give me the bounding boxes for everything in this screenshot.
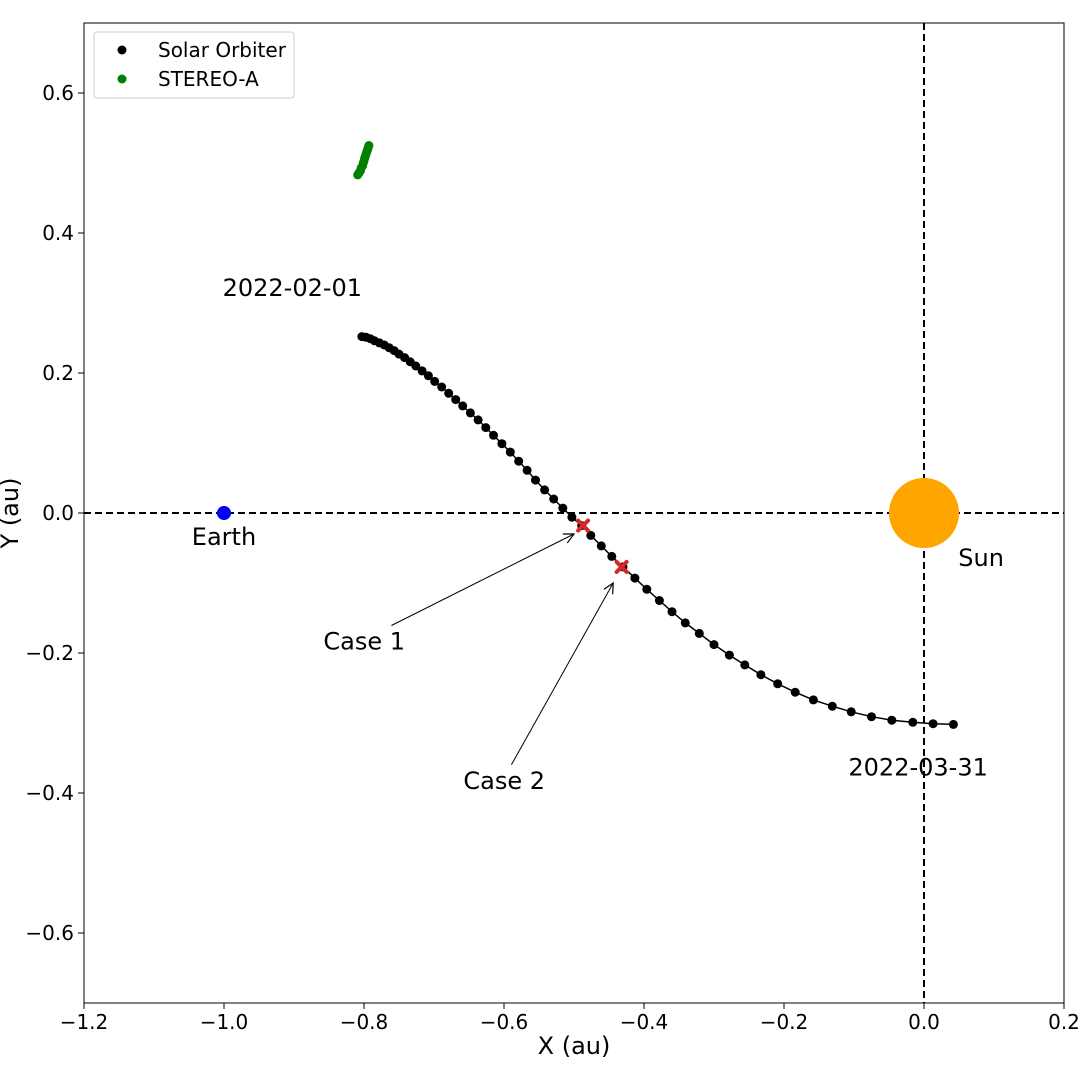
- solar-orbiter-point: [908, 717, 918, 727]
- solar-orbiter-point: [567, 512, 577, 522]
- solar-orbiter-point: [473, 415, 483, 425]
- solar-orbiter-point: [773, 679, 783, 689]
- y-axis-label: Y (au): [0, 478, 24, 550]
- solar-orbiter-point: [465, 408, 475, 418]
- solar-orbiter-point: [411, 361, 421, 371]
- solar-orbiter-point: [417, 366, 427, 376]
- solar-orbiter-point: [423, 371, 433, 381]
- legend-marker: [117, 74, 127, 84]
- solar-orbiter-point: [887, 715, 897, 725]
- annotation-label: Earth: [192, 523, 256, 551]
- solar-orbiter-point: [586, 530, 596, 540]
- x-tick-label: −0.8: [340, 1010, 389, 1034]
- sun-marker: [889, 478, 959, 548]
- solar-orbiter-point: [654, 596, 664, 605]
- y-tick-label: −0.2: [25, 641, 74, 665]
- stereo-a-point: [364, 141, 374, 150]
- annotation-label: 2022-03-31: [848, 754, 987, 782]
- solar-orbiter-point: [558, 503, 568, 513]
- solar-orbiter-point: [444, 388, 454, 398]
- x-tick-label: −1.2: [60, 1010, 109, 1034]
- y-tick-label: −0.4: [25, 781, 74, 805]
- annotation-label: Case 1: [323, 628, 405, 656]
- solar-orbiter-point: [756, 670, 766, 680]
- solar-orbiter-point: [596, 541, 606, 551]
- annotation-arrow: [391, 534, 574, 626]
- solar-orbiter-point: [430, 376, 440, 386]
- plot-area: 2022-02-01 2022-03-31 Earth Sun Case 1 Case 2: [84, 23, 1064, 1003]
- solar-orbiter-point: [948, 719, 958, 729]
- solar-orbiter-point: [451, 395, 461, 405]
- legend-marker: [117, 45, 127, 55]
- solar-orbiter-point: [667, 607, 677, 617]
- solar-orbiter-point: [497, 439, 507, 449]
- solar-orbiter-point: [522, 465, 532, 475]
- legend: Solar Orbiter STEREO-A: [93, 31, 295, 99]
- solar-orbiter-point: [607, 551, 617, 561]
- y-tick-label: 0.0: [42, 501, 74, 525]
- solar-orbiter-point: [458, 401, 468, 411]
- solar-orbiter-point: [481, 423, 491, 433]
- solar-orbiter-point: [630, 573, 640, 583]
- x-tick-label: −1.0: [200, 1010, 249, 1034]
- x-tick-label: −0.6: [480, 1010, 529, 1034]
- earth-marker: [217, 506, 231, 520]
- x-tick-label: 0.2: [1048, 1010, 1080, 1034]
- legend-entry-label: STEREO-A: [158, 67, 259, 91]
- case-1-marker: [576, 518, 591, 533]
- y-tick-label: 0.4: [42, 221, 74, 245]
- y-tick-label: −0.6: [25, 921, 74, 945]
- x-tick-label: −0.2: [760, 1010, 809, 1034]
- x-tick-label: 0.0: [908, 1010, 940, 1034]
- case-marker-stroke: [614, 559, 629, 574]
- annotation-label: Case 2: [463, 767, 545, 795]
- y-tick-label: 0.2: [42, 361, 74, 385]
- solar-orbiter-point: [531, 475, 540, 485]
- x-tick-label: −0.4: [620, 1010, 669, 1034]
- solar-orbiter-point: [549, 494, 559, 504]
- solar-orbiter-point: [724, 650, 734, 660]
- solar-orbiter-point: [505, 447, 515, 457]
- case-marker-stroke: [576, 518, 591, 533]
- x-axis-label: X (au): [538, 1032, 611, 1060]
- legend-entry-label: Solar Orbiter: [158, 38, 287, 62]
- solar-orbiter-point: [867, 712, 876, 722]
- solar-orbiter-point: [928, 719, 938, 729]
- solar-orbiter-point: [489, 430, 498, 440]
- solar-orbiter-point: [680, 618, 690, 628]
- annotation-label: 2022-02-01: [223, 274, 362, 302]
- solar-orbiter-point: [808, 695, 818, 705]
- legend-box: [93, 31, 295, 99]
- annotation-arrow: [510, 583, 613, 766]
- y-tick-label: 0.6: [42, 81, 74, 105]
- solar-orbiter-point: [437, 382, 447, 392]
- solar-orbiter-point: [514, 456, 524, 466]
- solar-orbiter-point: [709, 640, 719, 650]
- axes: −1.2 −1.0 −0.8 −0.6 −0.4 −0.2 0.0 0.2 −0.6 −0.4 −0…: [25, 81, 1079, 1034]
- annotation-label: Sun: [958, 544, 1004, 572]
- case-2-marker: [614, 559, 629, 574]
- solar-orbiter-point: [846, 707, 856, 717]
- solar-orbiter-point: [694, 628, 704, 638]
- solar-orbiter-point: [540, 485, 550, 495]
- solar-orbiter-point: [642, 584, 652, 594]
- solar-orbiter-point: [740, 660, 750, 670]
- solar-orbiter-point: [827, 701, 837, 711]
- solar-orbiter-point: [790, 687, 800, 697]
